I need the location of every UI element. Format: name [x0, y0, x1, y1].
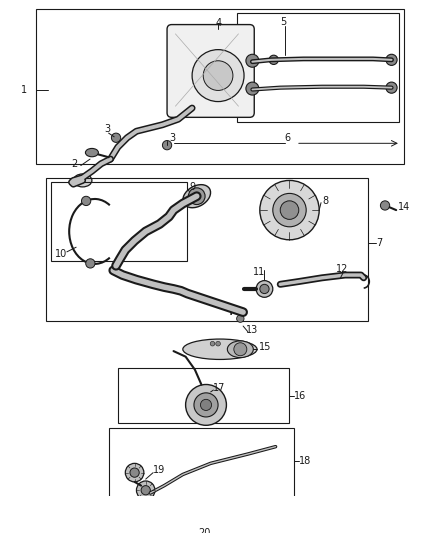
Text: 4: 4: [215, 18, 222, 28]
FancyBboxPatch shape: [167, 25, 254, 117]
Text: 3: 3: [104, 124, 110, 134]
Circle shape: [234, 343, 247, 356]
Text: 16: 16: [294, 391, 307, 401]
Circle shape: [186, 384, 226, 425]
Text: 17: 17: [213, 383, 226, 393]
Circle shape: [125, 463, 144, 482]
Circle shape: [141, 486, 150, 495]
Bar: [237, 13, 399, 122]
Circle shape: [137, 481, 155, 499]
Ellipse shape: [183, 339, 257, 359]
Bar: [109, 428, 294, 502]
Text: 10: 10: [55, 249, 67, 259]
Text: 1: 1: [21, 85, 27, 94]
Bar: [36, 9, 403, 164]
Circle shape: [86, 259, 95, 268]
Text: 15: 15: [259, 342, 271, 352]
Text: 12: 12: [336, 263, 348, 273]
Bar: [118, 368, 290, 423]
Text: 13: 13: [246, 325, 258, 335]
Circle shape: [280, 201, 299, 220]
Bar: [46, 177, 368, 321]
Text: 18: 18: [299, 456, 311, 465]
Text: 2: 2: [71, 159, 78, 169]
Circle shape: [260, 284, 269, 294]
Text: 20: 20: [198, 528, 211, 533]
Text: 5: 5: [280, 17, 286, 27]
Circle shape: [162, 141, 172, 150]
Text: 3: 3: [169, 133, 175, 143]
Circle shape: [273, 193, 306, 227]
Circle shape: [201, 399, 212, 410]
Text: 9: 9: [189, 182, 195, 192]
Circle shape: [256, 280, 273, 297]
Circle shape: [194, 393, 218, 417]
Text: 14: 14: [398, 203, 410, 212]
Ellipse shape: [183, 184, 211, 208]
Text: 6: 6: [285, 133, 291, 143]
Circle shape: [246, 82, 259, 95]
Text: 7: 7: [376, 238, 382, 247]
Text: 11: 11: [253, 267, 265, 277]
Ellipse shape: [227, 341, 253, 358]
Circle shape: [246, 54, 259, 67]
Circle shape: [216, 341, 220, 346]
Circle shape: [386, 82, 397, 93]
Circle shape: [269, 55, 279, 64]
Circle shape: [386, 54, 397, 66]
Circle shape: [188, 188, 205, 205]
Ellipse shape: [85, 148, 99, 157]
Text: 8: 8: [322, 196, 328, 206]
Circle shape: [81, 196, 91, 206]
Circle shape: [237, 315, 244, 322]
Circle shape: [111, 133, 121, 142]
Bar: [51, 182, 187, 261]
Circle shape: [192, 50, 244, 102]
Ellipse shape: [73, 174, 92, 187]
Circle shape: [381, 201, 390, 210]
Text: 19: 19: [153, 465, 166, 475]
Circle shape: [203, 61, 233, 91]
Circle shape: [130, 468, 139, 477]
Circle shape: [210, 341, 215, 346]
Circle shape: [260, 180, 319, 240]
